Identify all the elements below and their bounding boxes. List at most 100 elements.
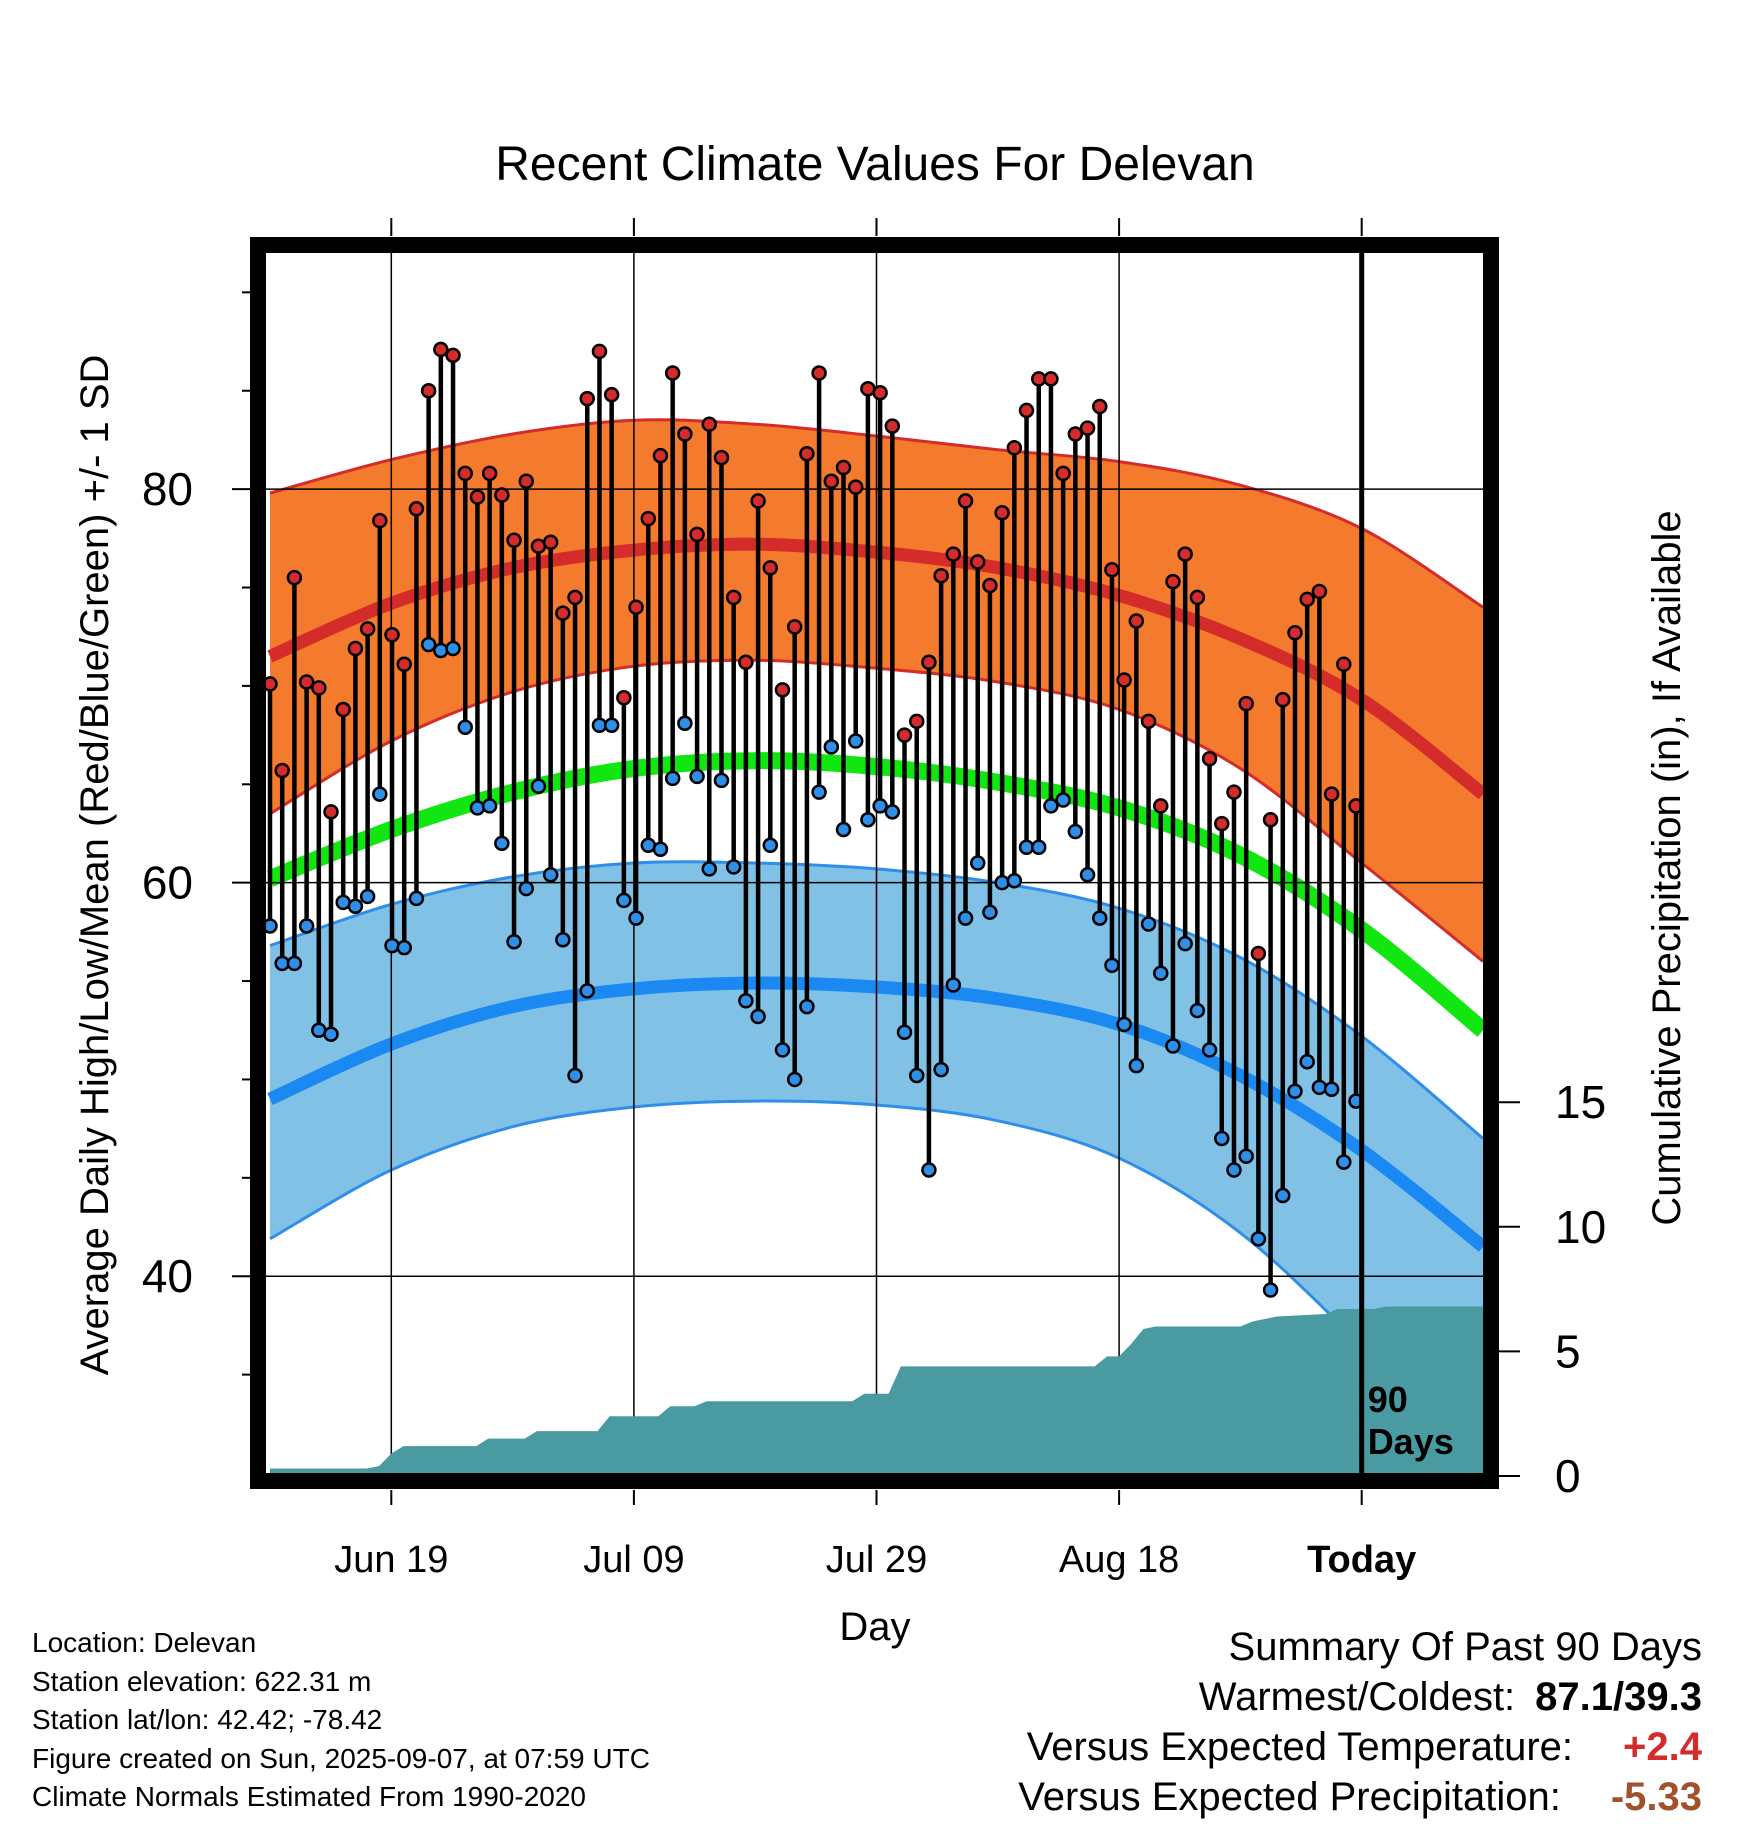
daily-high-point xyxy=(1336,656,1352,673)
daily-high-point xyxy=(1323,786,1340,802)
daily-low-point xyxy=(786,1071,803,1088)
location-text: Location: Delevan xyxy=(32,1627,257,1658)
daily-high-point xyxy=(298,674,315,690)
daily-low-point xyxy=(518,880,534,897)
latlon-text: Station lat/lon: 42.42; -78.42 xyxy=(32,1704,383,1735)
daily-high-point xyxy=(591,343,608,360)
daily-high-point xyxy=(445,347,461,364)
daily-low-point xyxy=(1153,965,1169,981)
daily-high-point xyxy=(567,589,583,606)
warm-cold-value: 87.1/39.3 xyxy=(1535,1675,1702,1719)
daily-high-point xyxy=(786,619,803,635)
daily-high-point xyxy=(1287,625,1303,641)
daily-low-point xyxy=(1067,823,1084,840)
daily-low-point xyxy=(1336,1154,1352,1170)
daily-low-point xyxy=(457,719,473,735)
chart-title: Recent Climate Values For Delevan xyxy=(495,138,1254,191)
daily-low-point xyxy=(1311,1079,1328,1096)
summary-precipitation: Versus Expected Precipitation: -5.33 xyxy=(1018,1772,1702,1822)
created-text: Figure created on Sun, 2025-09-07, at 07… xyxy=(32,1742,650,1774)
daily-low-point xyxy=(884,804,901,820)
daily-low-point xyxy=(701,861,718,877)
daily-high-point xyxy=(738,654,754,671)
daily-high-point xyxy=(1250,945,1267,962)
daily-high-point xyxy=(469,489,486,505)
daily-low-point xyxy=(750,1008,766,1025)
axes: Jun 19 Jul 09 Jul 29 Aug 18 Today 40 60 80 0 5 10 1… xyxy=(142,218,1606,1581)
daily-high-point xyxy=(286,569,303,586)
daily-temperature-marks xyxy=(262,341,1364,1298)
daily-low-point xyxy=(420,636,437,653)
daily-high-point xyxy=(457,465,473,482)
daily-low-point xyxy=(994,874,1010,891)
daily-high-point xyxy=(713,449,730,466)
daily-low-point xyxy=(323,1026,339,1042)
daily-low-point xyxy=(286,955,303,972)
daily-low-point xyxy=(982,904,998,920)
daily-low-point xyxy=(359,888,376,905)
daily-low-point xyxy=(1275,1187,1291,1204)
daily-low-point xyxy=(1079,867,1096,883)
daily-low-point xyxy=(530,778,547,795)
period-label-part: Days xyxy=(1368,1421,1454,1462)
daily-high-point xyxy=(847,479,864,495)
daily-high-point xyxy=(762,560,779,576)
daily-high-point xyxy=(396,656,412,673)
daily-low-point xyxy=(347,898,364,915)
elevation-text: Station elevation: 622.31 m xyxy=(32,1665,372,1697)
daily-high-point xyxy=(433,341,449,358)
daily-low-point xyxy=(762,837,779,854)
daily-low-point xyxy=(738,992,754,1009)
daily-high-point xyxy=(640,510,657,527)
temp-anomaly-label: Versus Expected Temperature: xyxy=(1026,1725,1574,1769)
daily-high-point xyxy=(1165,573,1181,590)
daily-low-point xyxy=(1092,910,1108,926)
daily-low-point xyxy=(506,933,522,950)
x-axis-label: Day xyxy=(839,1605,910,1649)
daily-high-point xyxy=(1311,583,1328,600)
daily-high-point xyxy=(811,365,827,381)
daily-low-point xyxy=(1238,1148,1254,1164)
daily-high-point xyxy=(323,804,339,820)
daily-low-point xyxy=(945,977,962,993)
daily-low-point xyxy=(1055,792,1071,808)
daily-low-point xyxy=(1030,839,1047,856)
daily-high-point xyxy=(494,487,510,503)
daily-high-point xyxy=(347,640,364,657)
daily-high-point xyxy=(945,546,962,562)
daily-high-point xyxy=(664,365,681,381)
y-tick-label: 80 xyxy=(142,463,193,515)
temp-anomaly-value: +2.4 xyxy=(1623,1725,1702,1769)
daily-low-point xyxy=(969,855,986,871)
summary-temperature: Versus Expected Temperature: +2.4 xyxy=(1018,1722,1702,1772)
daily-high-point xyxy=(652,447,669,464)
daily-high-point xyxy=(725,589,742,606)
daily-low-point xyxy=(1006,872,1023,889)
daily-high-point xyxy=(750,493,766,509)
daily-high-point xyxy=(957,493,974,509)
daily-low-point xyxy=(616,892,632,909)
daily-high-point xyxy=(1067,426,1084,442)
daily-low-point xyxy=(1116,1016,1132,1033)
daily-low-point xyxy=(1250,1231,1267,1247)
daily-low-point xyxy=(567,1067,583,1084)
daily-high-point xyxy=(1043,371,1059,387)
daily-low-point xyxy=(677,715,693,732)
precipitation-area xyxy=(270,1306,1483,1473)
daily-low-point xyxy=(1165,1038,1181,1054)
y2-tick-label: 0 xyxy=(1555,1450,1581,1502)
x-tick-label: Aug 18 xyxy=(1059,1539,1179,1581)
daily-high-point xyxy=(689,526,705,543)
daily-high-point xyxy=(774,682,791,698)
daily-low-point xyxy=(1201,1042,1218,1058)
daily-low-point xyxy=(860,811,876,828)
normal-low-lower-edge xyxy=(269,1099,1485,1465)
normals-period-text: Climate Normals Estimated From 1990-2020 xyxy=(32,1781,586,1812)
daily-high-point xyxy=(372,512,388,529)
x-tick-label: Jul 29 xyxy=(826,1539,927,1581)
y-tick-label: 40 xyxy=(142,1250,193,1302)
plot-frame xyxy=(250,237,1499,1489)
daily-low-point xyxy=(896,1024,913,1040)
daily-high-point xyxy=(896,727,913,743)
daily-high-point xyxy=(274,762,290,779)
